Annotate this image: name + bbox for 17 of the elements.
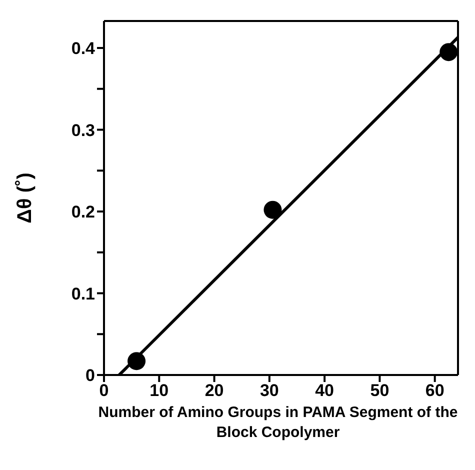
y-tick-label: 0.3 [71,120,95,140]
y-axis-title: Δθ (˚) [14,172,36,224]
x-tick-label: 40 [315,381,334,400]
x-tick-label: 60 [425,381,444,400]
point [264,200,282,219]
x-tick-label: 20 [204,381,224,400]
point [128,352,146,370]
x-axis-title: Number of Amino Groups in PAMA Segment of the Block Copolymer [98,403,458,443]
x-tick-label: 0 [99,381,109,400]
x-tick-label: 50 [370,381,390,400]
y-tick-label: 0.2 [71,202,95,222]
y-tick-label: 0.4 [71,39,96,58]
y-tick-label: 0 [86,366,95,386]
x-tick-label: 10 [150,381,169,400]
y-tick-label: 0.1 [71,284,95,304]
point [440,43,458,62]
x-tick-label: 30 [260,381,279,400]
